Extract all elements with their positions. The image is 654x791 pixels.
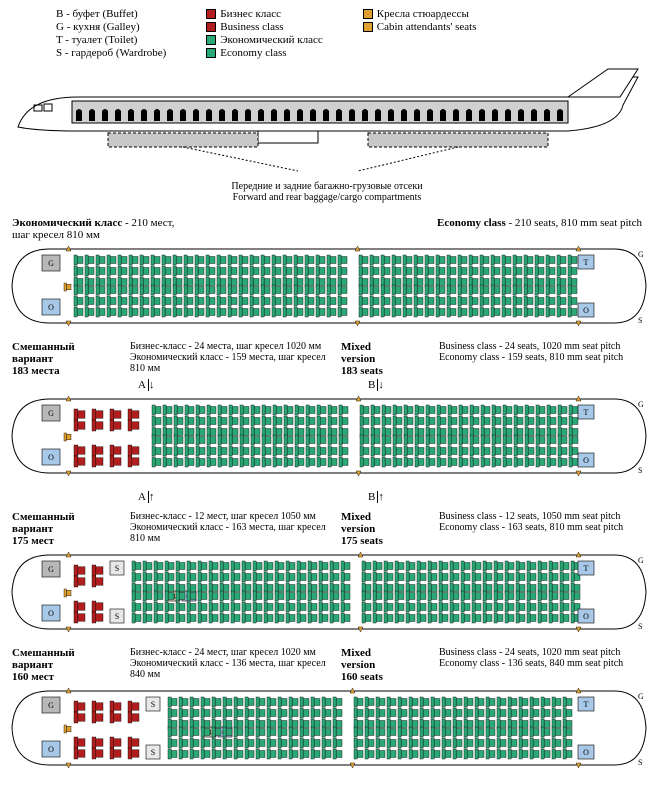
svg-text:G: G [48,565,54,574]
svg-text:T: T [584,700,589,709]
svg-text:G: G [48,259,54,268]
layout-header: Смешанный вариант160 мест Бизнес-класс -… [12,647,642,683]
section-markers: A↑ B↑ [8,491,646,505]
legend-col-classes: Бизнес классBusiness classЭкономический … [206,8,323,59]
seat-map: G O T O G S [8,243,646,335]
svg-text:O: O [48,745,54,754]
cargo-caption-en: Forward and rear baggage/cargo compartme… [233,192,422,203]
svg-text:S: S [638,466,642,475]
svg-text:S: S [638,316,642,325]
svg-text:S: S [638,758,642,767]
svg-text:O: O [48,303,54,312]
aircraft-side-profile [8,67,646,177]
seat-map: GOSSBOTOGS [8,685,646,777]
seat-map: GOSSBOTOGS [8,549,646,641]
svg-text:T: T [584,408,589,417]
svg-text:S: S [115,564,119,573]
legend: В - буфет (Buffet) G - кухня (Galley) T … [56,8,646,59]
svg-text:O: O [583,612,589,621]
legend-code: В - буфет (Buffet) [56,8,166,20]
section-markers: A↓ B↓ [8,379,646,393]
svg-text:T: T [584,258,589,267]
svg-text:G: G [638,250,644,259]
cargo-caption-ru: Передние и задние багажно-грузовые отсек… [231,181,422,192]
svg-text:O: O [48,453,54,462]
cargo-caption: Передние и задние багажно-грузовые отсек… [8,181,646,203]
svg-text:S: S [151,700,155,709]
svg-text:S: S [151,748,155,757]
svg-text:T: T [584,564,589,573]
legend-col-attendant: Кресла стюардессыCabin attendants' seats [363,8,477,59]
seat-map: G O T O G S [8,393,646,485]
legend-code: T - туалет (Toilet) [56,34,166,46]
layout-header: Экономический класс - 210 мест,шаг кресе… [12,217,642,241]
legend-code: G - кухня (Galley) [56,21,166,33]
svg-text:O: O [48,609,54,618]
svg-text:G: G [638,556,644,565]
svg-text:G: G [48,409,54,418]
svg-text:S: S [638,622,642,631]
svg-text:S: S [115,612,119,621]
layout-header: Смешанный вариант175 мест Бизнес-класс -… [12,511,642,547]
svg-text:O: O [583,456,589,465]
legend-code: S - гардероб (Wardrobe) [56,47,166,59]
legend-col-codes: В - буфет (Buffet) G - кухня (Galley) T … [56,8,166,59]
svg-text:G: G [48,701,54,710]
svg-text:O: O [583,306,589,315]
svg-text:G: G [638,400,644,409]
svg-text:O: O [583,748,589,757]
layout-header: Смешанный вариант183 места Бизнес-класс … [12,341,642,377]
